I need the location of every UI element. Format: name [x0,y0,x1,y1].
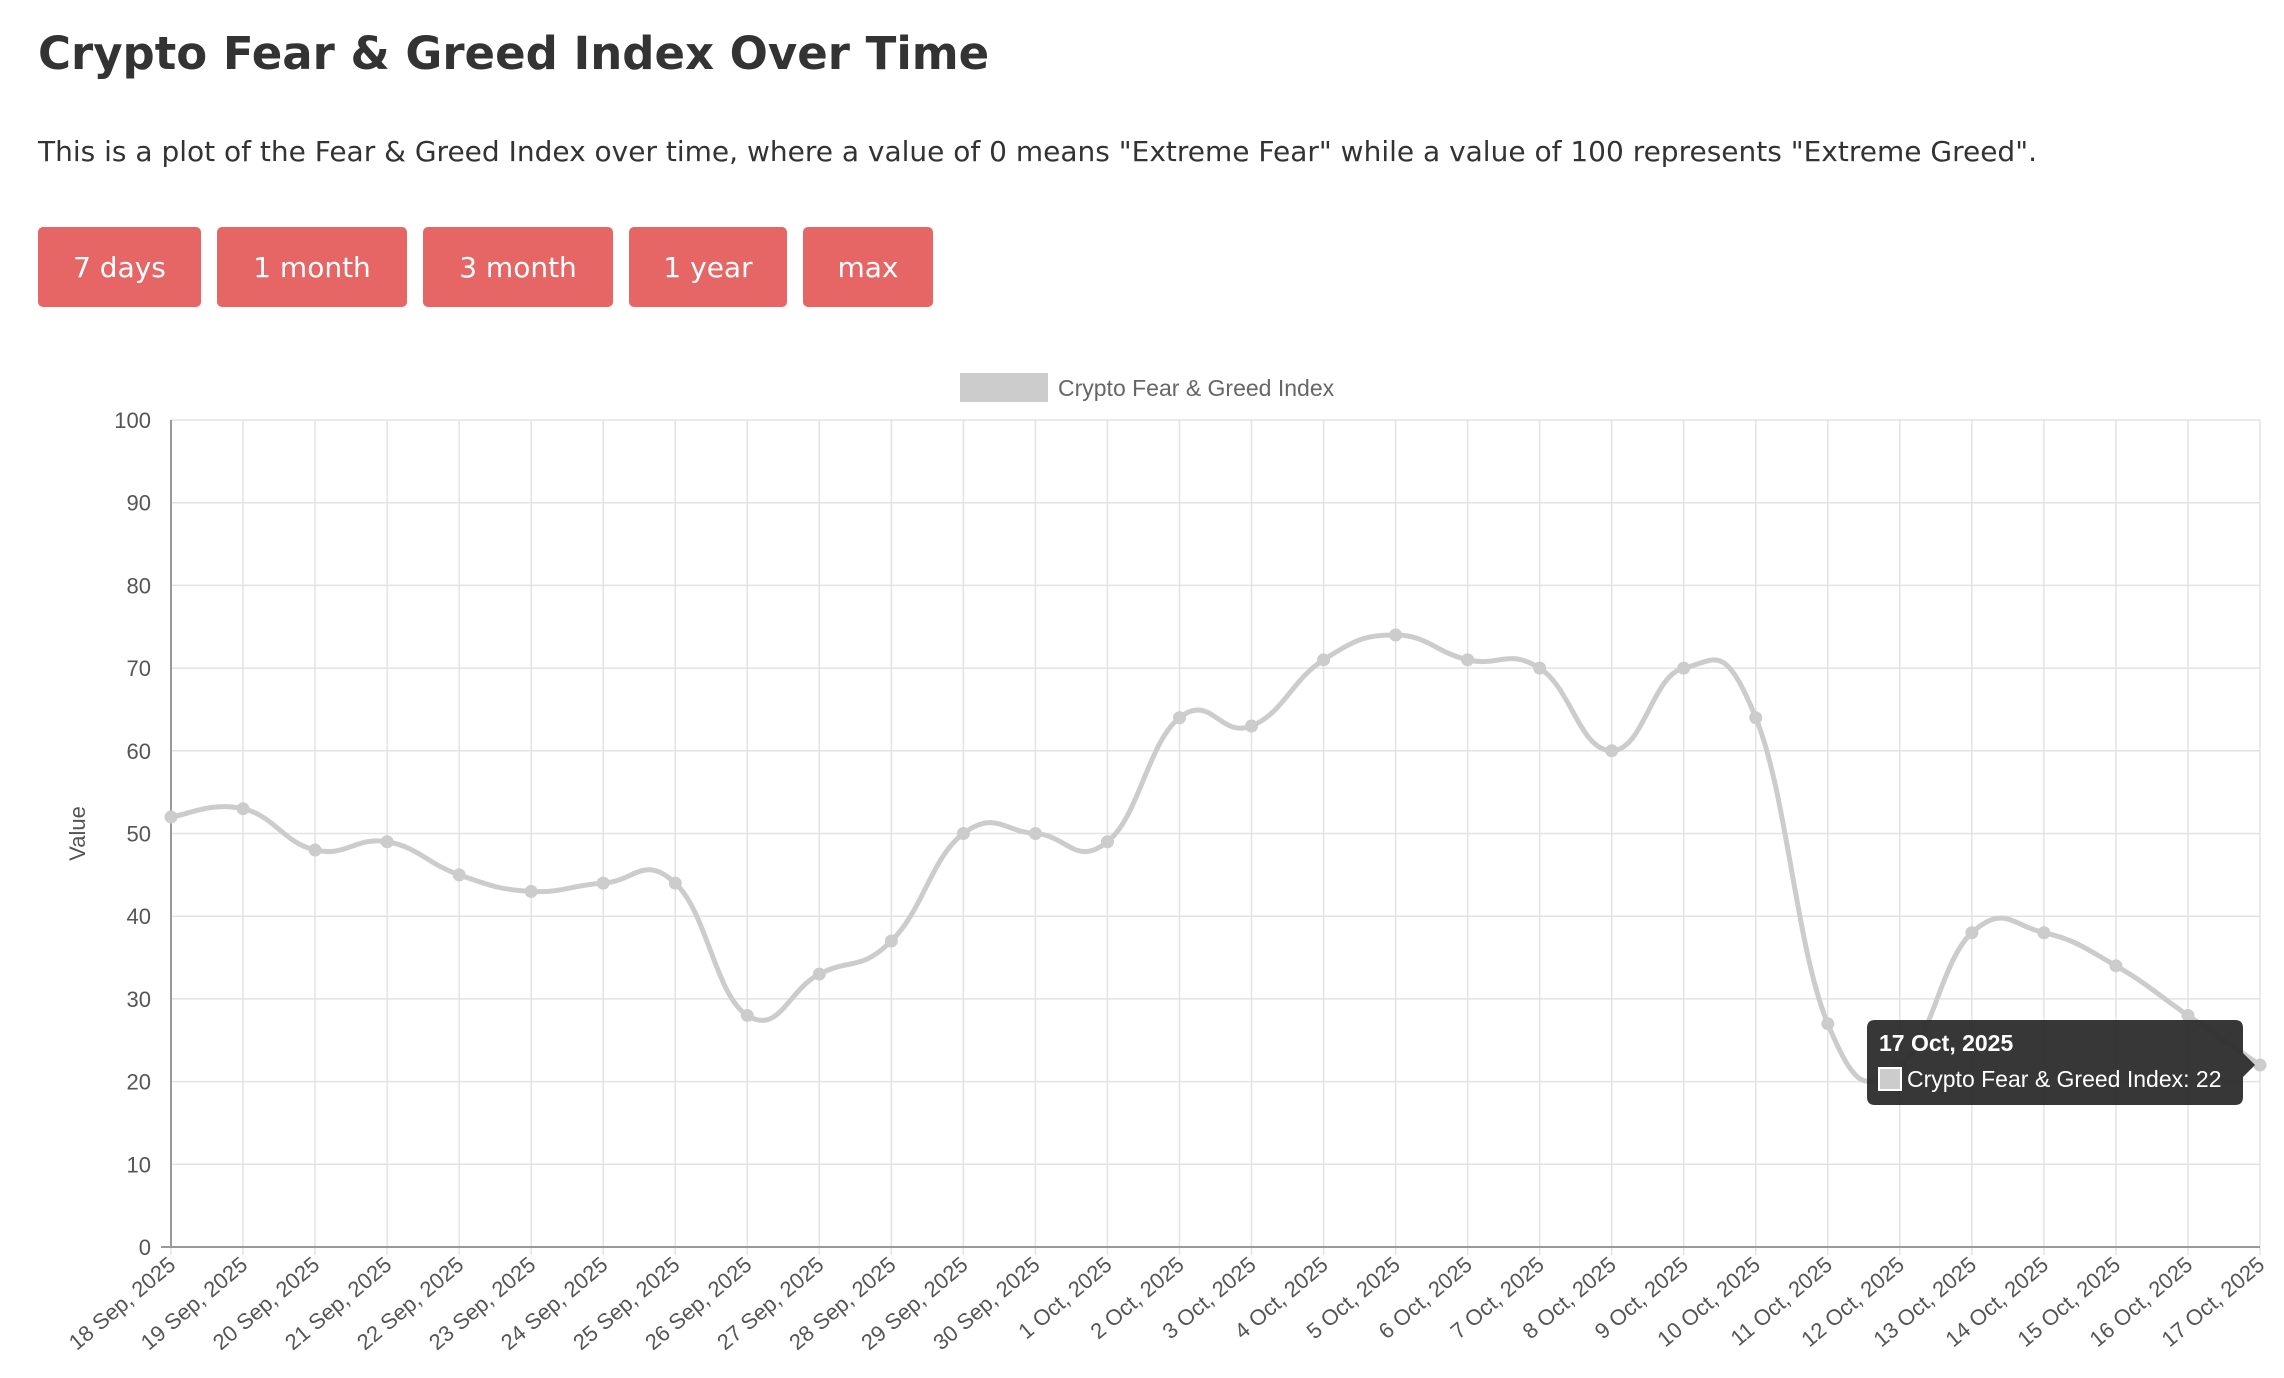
fear-greed-chart[interactable]: Crypto Fear & Greed Index 0 10 20 30 40 50 60 7… [0,340,2284,1378]
tooltip-swatch [1878,1067,1902,1091]
data-point-14-oct-2025[interactable] [2037,926,2051,940]
y-tick-label: 0 [139,1235,151,1260]
tooltip-box [1867,1020,2255,1105]
chart-grid [170,419,2261,1255]
y-tick-label: 90 [127,491,151,516]
data-point-22-sep-2025[interactable] [452,868,466,882]
range-1-month-button[interactable]: 1 month [217,227,407,307]
range-max-button[interactable]: max [803,227,933,307]
tooltip-title: 17 Oct, 2025 [1879,1030,2013,1056]
series-line [168,632,2263,1084]
data-point-20-sep-2025[interactable] [308,843,322,857]
page-title: Crypto Fear & Greed Index Over Time [38,27,990,80]
data-point-27-sep-2025[interactable] [812,967,826,981]
data-point-18-sep-2025[interactable] [164,810,178,824]
range-7-days-button[interactable]: 7 days [38,227,201,307]
data-point-1-oct-2025[interactable] [1100,835,1114,849]
data-point-17-oct-2025[interactable] [2253,1058,2267,1072]
y-tick-label: 30 [127,987,151,1012]
page-description: This is a plot of the Fear & Greed Index… [38,135,2037,168]
y-tick-label: 50 [127,822,151,847]
tooltip-text: Crypto Fear & Greed Index: 22 [1907,1066,2222,1092]
data-point-28-sep-2025[interactable] [884,934,898,948]
chart-tooltip: 17 Oct, 2025 Crypto Fear & Greed Index: … [1867,1020,2255,1105]
y-axis-ticks: 0 10 20 30 40 50 60 70 80 90 100 [114,408,151,1260]
data-point-25-sep-2025[interactable] [668,876,682,890]
data-point-7-oct-2025[interactable] [1533,661,1547,675]
data-point-10-oct-2025[interactable] [1749,711,1763,725]
data-point-13-oct-2025[interactable] [1965,926,1979,940]
data-point-29-sep-2025[interactable] [956,827,970,840]
data-point-30-sep-2025[interactable] [1028,827,1042,840]
range-button-group: 7 days 1 month 3 month 1 year max [38,227,933,307]
y-tick-label: 80 [127,573,151,598]
data-point-6-oct-2025[interactable] [1461,653,1475,667]
y-tick-label: 100 [114,408,151,433]
data-point-9-oct-2025[interactable] [1677,661,1691,675]
data-point-8-oct-2025[interactable] [1605,744,1619,758]
legend-swatch [960,373,1048,402]
data-point-16-oct-2025[interactable] [2181,1008,2195,1022]
data-point-3-oct-2025[interactable] [1245,719,1259,733]
data-point-23-sep-2025[interactable] [524,884,538,898]
data-point-24-sep-2025[interactable] [596,876,610,890]
data-point-26-sep-2025[interactable] [740,1008,754,1022]
y-tick-label: 70 [127,656,151,681]
y-tick-label: 40 [127,904,151,929]
data-point-2-oct-2025[interactable] [1172,711,1186,725]
legend-label: Crypto Fear & Greed Index [1058,375,1335,401]
data-point-15-oct-2025[interactable] [2109,959,2123,973]
chart-legend[interactable]: Crypto Fear & Greed Index [960,373,1335,402]
chart-axes [161,420,2260,1248]
y-tick-label: 10 [127,1152,151,1177]
data-point-11-oct-2025[interactable] [1821,1017,1835,1031]
y-tick-label: 60 [127,739,151,764]
series-points [164,628,2267,1072]
y-axis-label: Value [65,806,90,861]
y-tick-label: 20 [127,1070,151,1095]
data-point-19-sep-2025[interactable] [236,802,250,816]
range-1-year-button[interactable]: 1 year [629,227,787,307]
data-point-5-oct-2025[interactable] [1389,628,1403,642]
data-point-21-sep-2025[interactable] [380,835,394,849]
data-point-4-oct-2025[interactable] [1317,653,1331,667]
range-3-month-button[interactable]: 3 month [423,227,613,307]
